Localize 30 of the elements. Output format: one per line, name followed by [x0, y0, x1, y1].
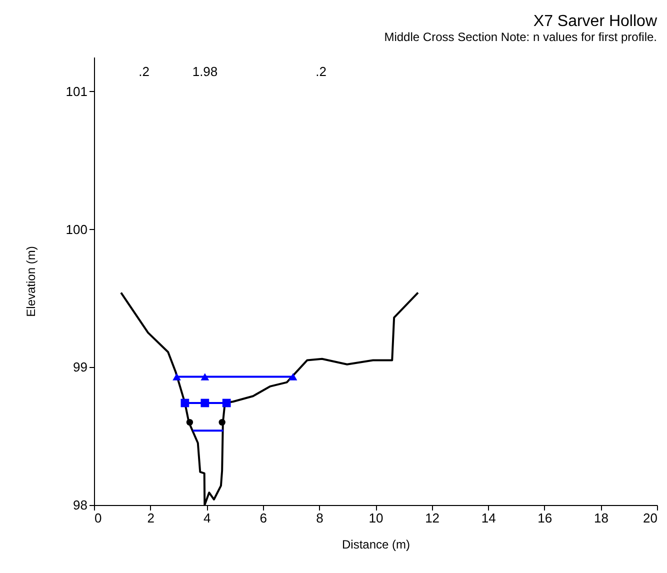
x-tick-label: 0 [94, 510, 102, 526]
x-tick-label: 18 [594, 510, 608, 526]
y-tick-label: 101 [66, 84, 88, 99]
y-tick-label: 99 [73, 360, 88, 375]
y-axis-title: Elevation (m) [24, 246, 38, 317]
y-tick-label: 100 [66, 222, 88, 237]
x-tick-label: 20 [643, 510, 658, 526]
annotation: .2 [314, 64, 328, 79]
y-tick-label: 98 [73, 498, 88, 512]
point [218, 418, 226, 426]
point [180, 398, 190, 408]
annotation: 1.98 [190, 64, 220, 79]
x-tick-label: 10 [368, 510, 384, 526]
x-axis-title: Distance (m) [342, 538, 410, 552]
annotation: .2 [136, 64, 152, 79]
x-tick-label: 4 [203, 510, 211, 526]
x-tick-label: 12 [425, 510, 440, 526]
point [172, 373, 181, 380]
x-tick-label: 14 [481, 510, 496, 526]
x-tick-label: 6 [260, 510, 268, 526]
point [200, 373, 210, 380]
x-tick-label: 16 [538, 510, 552, 526]
point [186, 418, 194, 426]
point [288, 373, 298, 380]
x-tick-label: 8 [316, 510, 324, 526]
chart-title: X7 Sarver Hollow [533, 13, 658, 30]
point [200, 398, 210, 408]
point [222, 398, 231, 408]
chart-subtitle: Middle Cross Section Note: n values for first profile. [384, 30, 657, 44]
x-tick-label: 2 [147, 510, 154, 526]
